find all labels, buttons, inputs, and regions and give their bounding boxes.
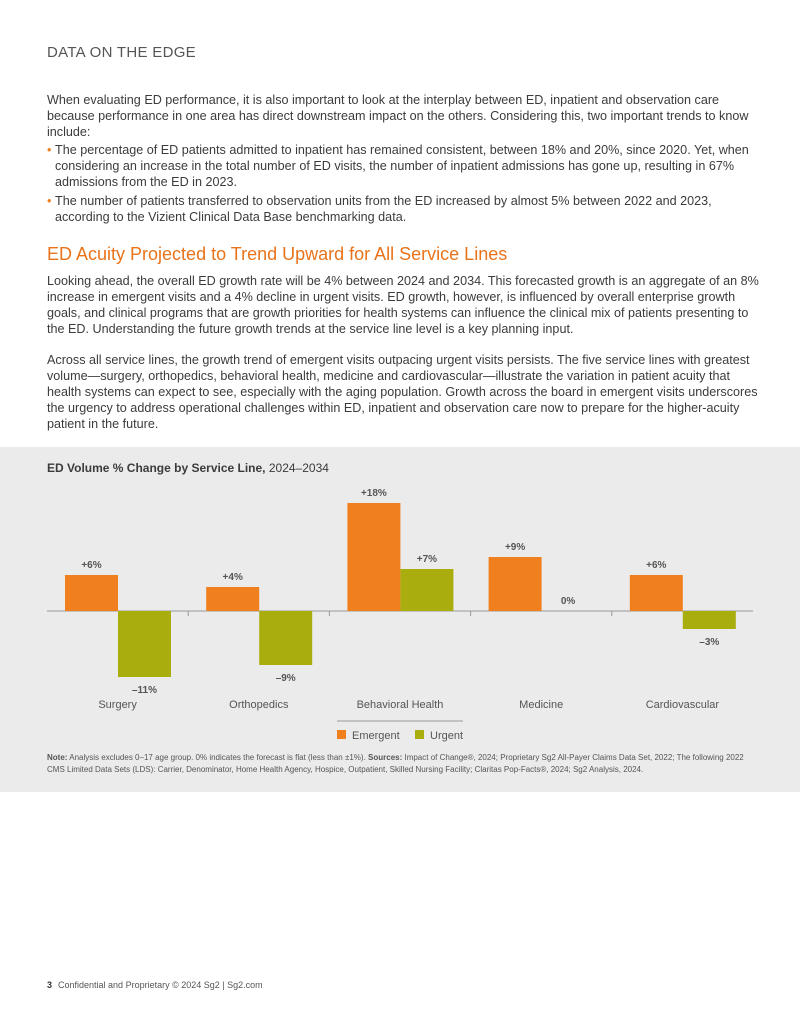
category-label: Medicine <box>519 699 563 711</box>
legend-swatch-emergent <box>337 730 346 739</box>
chart-title: ED Volume % Change by Service Line, 2024… <box>47 461 329 475</box>
bar-emergent <box>347 503 401 611</box>
data-label: –3% <box>699 637 719 648</box>
data-label: –9% <box>276 673 296 684</box>
page-number: 3 <box>47 980 53 990</box>
data-label: +7% <box>417 554 437 565</box>
bar-urgent <box>682 611 736 629</box>
category-label: Cardiovascular <box>646 699 720 711</box>
data-label: +9% <box>505 542 525 553</box>
chart-panel: ED Volume % Change by Service Line, 2024… <box>0 447 800 792</box>
section-title: ED Acuity Projected to Trend Upward for … <box>47 244 508 264</box>
section-paragraph-1: Looking ahead, the overall ED growth rat… <box>47 274 759 336</box>
category-label: Orthopedics <box>229 699 289 711</box>
data-label: 0% <box>561 596 576 607</box>
chart-note: Note: Analysis excludes 0–17 age group. … <box>47 752 747 776</box>
legend-label-emergent: Emergent <box>352 730 400 742</box>
data-label: –11% <box>132 685 157 696</box>
bullet-item: The number of patients transferred to ob… <box>47 193 759 225</box>
bar-emergent <box>629 575 683 611</box>
data-label: +6% <box>81 560 101 571</box>
sources-text: Impact of Change®, 2024; Proprietary Sg2… <box>47 753 744 774</box>
category-label: Behavioral Health <box>357 699 444 711</box>
intro-bullet-list: The percentage of ED patients admitted t… <box>47 142 759 225</box>
bar-emergent <box>206 587 260 611</box>
bullet-item: The percentage of ED patients admitted t… <box>47 142 759 190</box>
data-label: +18% <box>361 488 387 499</box>
category-label: Surgery <box>98 699 137 711</box>
data-label: +4% <box>223 572 243 583</box>
bar-emergent <box>488 557 542 611</box>
chart-title-years: 2024–2034 <box>265 461 329 475</box>
section-paragraph-2: Across all service lines, the growth tre… <box>47 353 758 431</box>
bar-urgent <box>400 569 454 611</box>
bar-emergent <box>65 575 118 611</box>
intro-paragraph: When evaluating ED performance, it is al… <box>47 93 749 139</box>
bar-urgent <box>259 611 313 665</box>
bar-chart: +6% –11% Surgery +4% –9% Orthopedics +18% +7% Be… <box>47 488 753 742</box>
page-footer: 3 Confidential and Proprietary © 2024 Sg2… <box>47 980 263 990</box>
note-label: Note: <box>47 753 68 762</box>
intro-section: When evaluating ED performance, it is al… <box>47 92 759 228</box>
bar-urgent <box>118 611 171 677</box>
chart-title-bold: ED Volume % Change by Service Line, <box>47 461 266 475</box>
page-header: DATA ON THE EDGE <box>47 44 196 61</box>
note-text: Analysis excludes 0–17 age group. 0% ind… <box>67 753 369 762</box>
data-label: +6% <box>646 560 666 571</box>
legend-label-urgent: Urgent <box>430 730 463 742</box>
legend-swatch-urgent <box>415 730 424 739</box>
footer-text: Confidential and Proprietary © 2024 Sg2 … <box>58 980 263 990</box>
sources-label: Sources: <box>368 753 403 762</box>
